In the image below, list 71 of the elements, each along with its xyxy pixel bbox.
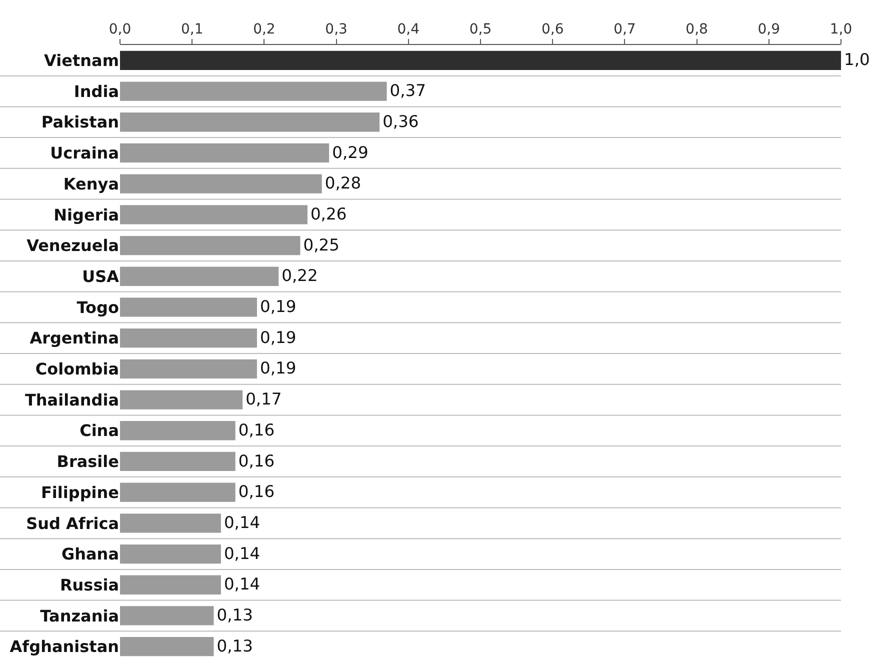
data-label: 0,13 [216, 606, 253, 625]
bar [120, 112, 380, 132]
data-label: 0,36 [382, 112, 419, 131]
bar [120, 452, 236, 472]
data-label: 1,0 [844, 50, 870, 70]
y-tick-label: Tanzania [40, 606, 119, 626]
y-tick-label: Ghana [61, 544, 119, 564]
y-tick-label: Kenya [63, 174, 119, 194]
data-label: 0,16 [238, 420, 275, 440]
y-tick-label: Afghanistan [10, 637, 119, 656]
data-label: 0,25 [303, 235, 340, 254]
data-label: 0,28 [324, 174, 362, 193]
x-tick-label: 0,9 [758, 21, 780, 38]
bar [120, 390, 243, 410]
bar [120, 575, 221, 594]
y-tick-label: Ucraina [50, 144, 119, 163]
y-tick-label: Venezuela [26, 236, 119, 256]
bar [120, 266, 279, 286]
data-label: 0,26 [310, 204, 347, 224]
bar [120, 421, 236, 440]
y-tick-label: Vietnam [44, 51, 119, 70]
bar [120, 50, 841, 70]
bar [120, 514, 221, 533]
bar [120, 298, 257, 317]
y-tick-label: Colombia [35, 360, 119, 379]
x-tick-label: 1,0 [830, 21, 852, 38]
data-label: 0,19 [260, 297, 296, 316]
data-label: 0,37 [390, 81, 426, 100]
data-label: 0,19 [260, 358, 296, 378]
y-tick-label: Cina [80, 421, 119, 440]
data-label: 0,22 [282, 266, 318, 286]
x-tick-label: 0,3 [325, 21, 348, 38]
data-label: 0,14 [224, 574, 260, 594]
bar [120, 606, 214, 626]
bar [120, 328, 257, 348]
bar [120, 82, 387, 101]
bar [120, 236, 300, 256]
x-tick-label: 0,5 [469, 21, 492, 38]
data-label: 0,16 [238, 451, 275, 470]
bar [120, 482, 236, 502]
y-tick-label: USA [82, 266, 120, 286]
bar [120, 544, 221, 564]
bar [120, 205, 308, 224]
y-tick-label: Pakistan [41, 112, 119, 132]
x-tick-label: 0,4 [397, 21, 420, 38]
y-tick-label: Togo [76, 298, 119, 317]
bar [120, 143, 330, 163]
data-label: 0,14 [224, 512, 260, 532]
bar [120, 359, 257, 378]
data-label: 0,13 [216, 636, 253, 656]
bar [120, 637, 214, 656]
data-label: 0,29 [332, 142, 368, 162]
x-tick-label: 0,2 [253, 21, 276, 38]
x-tick-label: 0,7 [614, 21, 636, 38]
y-tick-label: Russia [60, 575, 119, 594]
y-tick-label: Argentina [30, 328, 119, 348]
bar [120, 174, 322, 194]
data-label: 0,14 [224, 544, 260, 563]
y-tick-label: Brasile [56, 452, 120, 472]
y-tick-label: Thailandia [25, 390, 119, 410]
y-tick-label: Filippine [40, 482, 120, 502]
y-tick-label: India [74, 82, 119, 101]
y-tick-label: Sud Africa [26, 514, 119, 533]
x-tick-label: 0,0 [108, 21, 132, 38]
x-tick-label: 0,8 [686, 21, 708, 38]
data-label: 0,17 [246, 390, 282, 409]
data-label: 0,19 [260, 328, 296, 347]
x-tick-label: 0,1 [180, 21, 204, 38]
x-tick-label: 0,6 [541, 21, 564, 38]
data-label: 0,16 [238, 482, 275, 502]
y-tick-label: Nigeria [54, 205, 119, 224]
